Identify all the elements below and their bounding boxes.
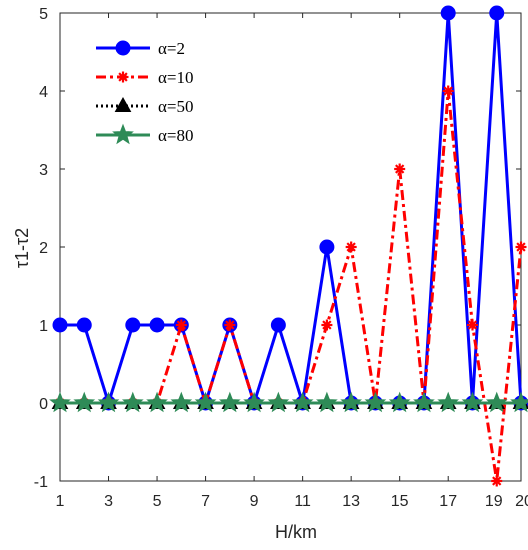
legend-label: α=2 — [158, 39, 185, 58]
data-point — [467, 320, 478, 331]
data-point — [516, 242, 527, 253]
data-point — [346, 242, 357, 253]
x-tick-label: 11 — [294, 493, 311, 510]
data-point — [77, 318, 91, 332]
series-1 — [53, 6, 528, 410]
data-point — [443, 86, 454, 97]
legend-label: α=80 — [158, 126, 194, 145]
x-tick-label: 15 — [391, 493, 409, 510]
data-point — [491, 476, 502, 487]
data-point — [150, 318, 164, 332]
x-tick-label: 17 — [439, 493, 457, 510]
y-tick-label: 2 — [39, 240, 48, 257]
y-tick-label: 3 — [39, 162, 48, 179]
legend-marker — [113, 125, 132, 143]
y-axis-label: τ1-τ2 — [12, 228, 32, 268]
series-line — [60, 91, 521, 481]
legend-label: α=50 — [158, 97, 194, 116]
x-axis-label: H/km — [275, 522, 317, 542]
y-tick-label: 1 — [39, 318, 48, 335]
y-tick-label: -1 — [34, 474, 48, 491]
y-tick-label: 0 — [39, 396, 48, 413]
series-line — [60, 13, 521, 403]
x-tick-label: 5 — [153, 493, 162, 510]
x-tick-label: 9 — [250, 493, 259, 510]
x-tick-label: 20 — [515, 493, 528, 510]
data-point — [394, 164, 405, 175]
data-point — [320, 240, 334, 254]
series-4 — [50, 393, 528, 411]
legend: α=2 α=10 α=50 α=80 — [96, 39, 194, 145]
x-tick-label: 1 — [56, 493, 65, 510]
legend-marker — [116, 41, 130, 55]
y-tick-label: 5 — [39, 6, 48, 23]
legend-marker — [118, 72, 129, 83]
y-tick-label: 4 — [39, 84, 48, 101]
data-point — [271, 318, 285, 332]
data-point — [321, 320, 332, 331]
data-point — [224, 320, 235, 331]
data-point — [441, 6, 455, 20]
legend-label: α=10 — [158, 68, 194, 87]
data-point — [126, 318, 140, 332]
x-tick-label: 7 — [201, 493, 210, 510]
data-point — [53, 318, 67, 332]
data-point — [490, 6, 504, 20]
x-tick-label: 13 — [342, 493, 360, 510]
data-point — [176, 320, 187, 331]
x-tick-label: 3 — [104, 493, 113, 510]
x-tick-label: 19 — [485, 493, 503, 510]
